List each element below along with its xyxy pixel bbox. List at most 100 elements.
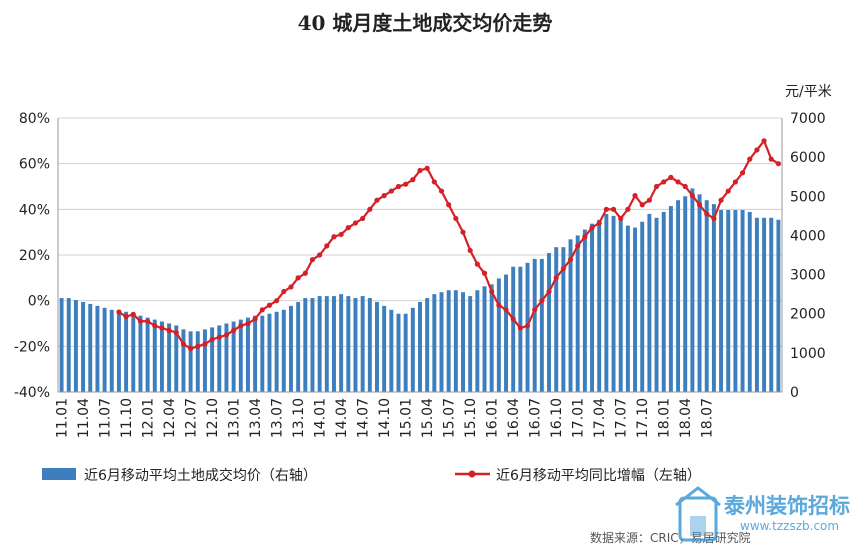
bar bbox=[324, 296, 329, 392]
bar bbox=[604, 213, 609, 392]
line-point bbox=[496, 302, 502, 308]
right-tick-label: 3000 bbox=[790, 268, 826, 284]
bar bbox=[375, 301, 379, 392]
left-tick-label: -40% bbox=[14, 385, 50, 401]
bar bbox=[539, 258, 544, 392]
bar bbox=[367, 298, 372, 392]
legend-line-marker bbox=[468, 470, 476, 478]
line-point bbox=[582, 234, 588, 240]
line-point bbox=[309, 256, 316, 263]
line-point bbox=[231, 327, 237, 333]
line-point bbox=[718, 197, 724, 203]
bar bbox=[561, 247, 566, 392]
legend-bar-swatch bbox=[42, 468, 76, 480]
line-point bbox=[446, 202, 452, 208]
line-point bbox=[209, 336, 215, 343]
line-point bbox=[116, 309, 122, 315]
line-point bbox=[281, 288, 287, 295]
x-tick-label: 18.07 bbox=[700, 398, 716, 438]
bar bbox=[640, 221, 645, 392]
line-point bbox=[761, 138, 767, 144]
line-point bbox=[195, 343, 201, 349]
x-tick-label: 16.07 bbox=[528, 398, 544, 438]
bar bbox=[245, 317, 250, 392]
line-point bbox=[596, 220, 602, 226]
x-tick-label: 18.01 bbox=[657, 398, 673, 438]
bar bbox=[109, 309, 114, 392]
bar bbox=[124, 311, 129, 392]
left-tick-label: 40% bbox=[19, 202, 50, 218]
bar bbox=[676, 200, 681, 392]
line-point bbox=[202, 341, 208, 347]
bar bbox=[511, 266, 516, 392]
left-tick-label: -20% bbox=[14, 339, 50, 355]
line-point bbox=[166, 327, 172, 333]
line-point bbox=[145, 318, 151, 324]
bar bbox=[303, 298, 308, 392]
bar bbox=[396, 313, 401, 392]
line-point bbox=[130, 311, 136, 317]
watermark: 泰州装饰招标网 www.tzzszb.com bbox=[675, 486, 850, 542]
bar bbox=[769, 217, 774, 392]
bar bbox=[332, 296, 336, 392]
bar bbox=[66, 298, 71, 392]
bar bbox=[647, 213, 652, 392]
bar bbox=[346, 296, 351, 392]
bar bbox=[116, 309, 121, 392]
bar bbox=[418, 301, 422, 392]
right-tick-label: 1000 bbox=[790, 346, 826, 362]
line-point bbox=[417, 167, 423, 174]
x-tick-label: 17.04 bbox=[592, 398, 608, 438]
line-point bbox=[424, 165, 430, 171]
x-tick-label: 18.04 bbox=[678, 398, 694, 438]
right-tick-label: 6000 bbox=[790, 150, 826, 166]
x-tick-label: 11.04 bbox=[76, 398, 92, 438]
bar bbox=[73, 300, 78, 392]
x-tick-label: 13.01 bbox=[227, 398, 243, 438]
line-point bbox=[510, 316, 516, 322]
x-tick-label: 15.10 bbox=[463, 398, 479, 438]
bar bbox=[145, 317, 150, 392]
line-point bbox=[639, 202, 645, 208]
bar bbox=[453, 290, 458, 392]
x-tick-label: 14.01 bbox=[313, 398, 329, 438]
line-point bbox=[345, 225, 351, 231]
bar bbox=[339, 294, 344, 392]
x-tick-label: 15.07 bbox=[442, 398, 458, 438]
x-tick-label: 12.01 bbox=[141, 398, 157, 438]
line-point bbox=[546, 288, 552, 295]
bar bbox=[152, 319, 157, 392]
bar bbox=[260, 315, 265, 392]
bar bbox=[611, 215, 616, 392]
line-point bbox=[159, 325, 165, 331]
line-point bbox=[711, 215, 717, 222]
line-point bbox=[352, 220, 359, 226]
bar bbox=[704, 200, 709, 392]
bar bbox=[432, 294, 437, 392]
legend-line-label: 近6月移动平均同比增幅（左轴） bbox=[496, 468, 701, 484]
line-point bbox=[732, 179, 739, 185]
bar bbox=[439, 292, 444, 392]
line-point bbox=[173, 330, 179, 336]
left-tick-label: 60% bbox=[19, 157, 50, 173]
bar bbox=[719, 209, 724, 392]
x-tick-label: 15.04 bbox=[420, 398, 436, 438]
x-tick-label: 11.07 bbox=[98, 398, 114, 438]
line-point bbox=[367, 206, 373, 212]
line-point bbox=[524, 323, 531, 329]
line-point bbox=[331, 234, 337, 240]
bar bbox=[267, 313, 272, 392]
line-point bbox=[625, 206, 631, 212]
bar bbox=[95, 305, 100, 392]
line-point bbox=[553, 275, 559, 281]
bar bbox=[389, 309, 394, 392]
bar bbox=[195, 331, 200, 392]
bar bbox=[475, 290, 480, 392]
bar bbox=[754, 217, 759, 392]
line-point bbox=[223, 332, 230, 338]
bar bbox=[281, 309, 286, 392]
line-point bbox=[610, 206, 617, 212]
line-point bbox=[467, 247, 473, 254]
line-point bbox=[632, 193, 638, 199]
bar bbox=[504, 274, 508, 392]
